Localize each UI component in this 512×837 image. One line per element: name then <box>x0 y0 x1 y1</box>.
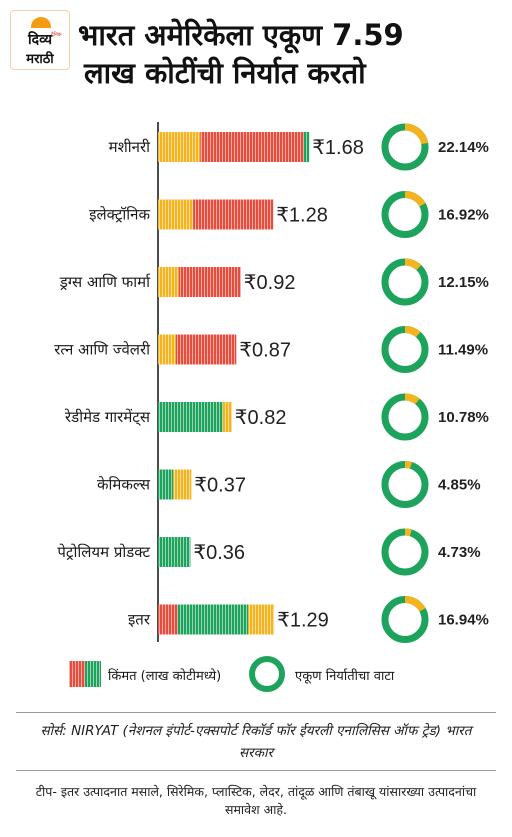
share-label: 22.14% <box>438 139 489 156</box>
logo-line1: दिव्य <box>28 32 52 48</box>
chart-row: इतर ₹1.29 16.94% <box>128 596 489 643</box>
value-label: ₹1.68 <box>312 137 364 159</box>
legend: किंमत (लाख कोटीमध्ये) एकूण निर्यातीचा वा… <box>0 655 512 695</box>
source-text: सोर्स: NIRYAT (नेशनल इंपोर्ट-एक्सपोर्ट र… <box>40 723 472 761</box>
category-label: पेट्रोलियम प्रोडक्ट <box>57 543 150 561</box>
divider <box>16 770 496 771</box>
chart-row: ड्रग्स आणि फार्मा ₹0.92 12.15% <box>59 258 489 306</box>
share-label: 16.94% <box>438 612 489 629</box>
category-label: मशीनरी <box>109 138 152 156</box>
chart-row: रेडीमेड गारमेंट्स ₹0.82 10.78% <box>64 393 489 441</box>
category-label: ड्रग्स आणि फार्मा <box>59 273 151 291</box>
share-label: 10.78% <box>438 409 489 426</box>
category-label: रत्न आणि ज्वेलरी <box>54 341 151 359</box>
bar-segment-texture <box>158 402 223 432</box>
chart-row: मशीनरी ₹1.68 22.14% <box>109 123 489 171</box>
chart-row: इलेक्ट्रॉनिक ₹1.28 16.92% <box>89 191 489 238</box>
bar-segment-texture <box>158 537 191 567</box>
title-line1: भारत अमेरिकेला एकूण 7.59 <box>78 18 404 52</box>
title-line2: लाख कोटींची निर्यात करतो <box>84 56 366 90</box>
chart-row: रत्न आणि ज्वेलरी ₹0.87 11.49% <box>54 326 488 373</box>
value-label: ₹0.92 <box>244 272 296 294</box>
bar-segment-texture <box>177 604 248 635</box>
chart-title: भारत अमेरिकेला एकूण 7.59 लाख कोटींची निर… <box>78 16 508 92</box>
share-ring-highlight <box>381 258 429 306</box>
bar-segment-texture <box>173 469 192 500</box>
legend-bar-label: किंमत (लाख कोटीमध्ये) <box>108 669 222 684</box>
share-ring-highlight <box>381 123 429 171</box>
share-ring-highlight <box>381 191 429 238</box>
bar-segment-texture <box>176 334 237 365</box>
divya-marathi-logo: दिव्य दैनिक मराठी <box>10 10 70 70</box>
chart-row: केमिकल्स ₹0.37 4.85% <box>97 461 481 508</box>
value-label: ₹1.29 <box>277 610 329 632</box>
bar-segment-texture <box>158 132 201 162</box>
share-label: 4.85% <box>438 477 481 494</box>
share-ring-highlight <box>381 326 429 373</box>
share-ring-highlight <box>381 596 429 643</box>
share-label: 12.15% <box>438 274 489 291</box>
bar-segment-texture <box>158 469 174 500</box>
logo-tag: दैनिक <box>51 32 62 38</box>
value-label: ₹0.37 <box>194 475 246 497</box>
share-ring <box>381 393 429 441</box>
share-ring-highlight <box>381 528 429 576</box>
value-label: ₹0.87 <box>239 340 291 362</box>
logo-line2: मराठी <box>26 52 54 67</box>
value-label: ₹0.36 <box>193 542 245 564</box>
bar-segment-texture <box>158 334 176 365</box>
bar-segment-texture <box>193 199 274 230</box>
legend-bar-swatch <box>69 661 101 687</box>
bar-segment-texture <box>200 132 304 162</box>
sun-icon <box>31 17 51 28</box>
category-label: रेडीमेड गारमेंट्स <box>64 408 151 426</box>
share-ring-highlight <box>381 461 429 508</box>
legend-ring-label: एकूण निर्यातीचा वाटा <box>295 669 395 684</box>
chart-row: पेट्रोलियम प्रोडक्ट ₹0.36 4.73% <box>57 528 481 576</box>
share-label: 16.92% <box>438 207 489 224</box>
bar-segment-texture <box>222 402 232 432</box>
category-label: इतर <box>128 611 151 629</box>
divider <box>16 712 496 713</box>
bar-segment-texture <box>303 132 310 162</box>
value-label: ₹1.28 <box>276 205 328 227</box>
bar-segment-texture <box>158 604 178 635</box>
bar-segment-texture <box>158 267 179 297</box>
share-label: 11.49% <box>438 342 488 359</box>
share-ring <box>381 326 429 373</box>
bar-segment-texture <box>248 604 275 635</box>
share-label: 4.73% <box>438 544 481 561</box>
value-label: ₹0.82 <box>235 407 287 429</box>
category-label: इलेक्ट्रॉनिक <box>89 206 150 224</box>
bar-segment-texture <box>178 267 241 297</box>
share-ring <box>381 461 429 508</box>
export-bar-chart: मशीनरी ₹1.68 22.14% इलेक्ट्रॉनिक ₹1.28 16.92%… <box>54 122 489 643</box>
category-label: केमिकल्स <box>97 476 151 494</box>
legend-ring-icon <box>249 656 285 692</box>
share-ring-highlight <box>381 393 429 441</box>
share-ring <box>381 258 429 306</box>
bar-segment-texture <box>158 199 194 230</box>
note-text: टीप- इतर उत्पादनात मसाले, सिरेमिक, प्लास… <box>35 784 477 817</box>
share-ring <box>381 528 429 576</box>
